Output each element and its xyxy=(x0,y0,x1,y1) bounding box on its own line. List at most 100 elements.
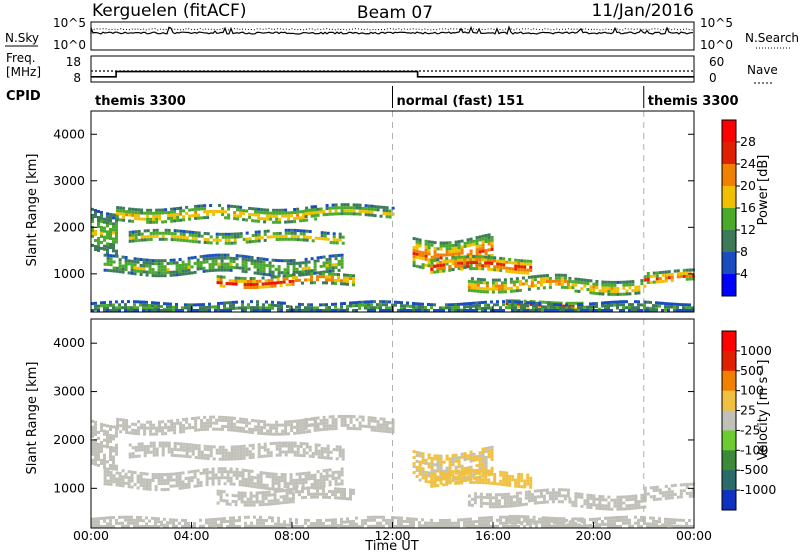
scatter-cell xyxy=(298,302,301,306)
scatter-cell xyxy=(249,283,253,286)
scatter-cell xyxy=(284,208,288,212)
scatter-cell xyxy=(334,496,337,500)
scatter-cell xyxy=(91,458,94,462)
scatter-cell xyxy=(316,522,319,525)
scatter-cell xyxy=(94,423,97,427)
scatter-cell xyxy=(448,244,452,248)
scatter-cell xyxy=(586,279,590,282)
scatter-cell xyxy=(200,422,204,426)
scatter-cell xyxy=(227,232,231,236)
scatter-cell xyxy=(247,306,250,310)
scatter-cell xyxy=(239,214,243,218)
scatter-cell xyxy=(364,424,368,428)
scatter-cell xyxy=(137,211,141,215)
scatter-cell xyxy=(382,300,385,304)
scatter-cell xyxy=(145,522,148,526)
scatter-cell xyxy=(343,212,347,216)
scatter-cell xyxy=(418,478,422,482)
scatter-cell xyxy=(193,261,197,265)
scatter-cell xyxy=(142,481,146,485)
scatter-cell xyxy=(382,524,385,528)
scatter-cell xyxy=(463,309,466,312)
scatter-cell xyxy=(505,306,508,310)
scatter-cell xyxy=(190,256,194,260)
scatter-cell xyxy=(115,225,118,229)
scatter-cell xyxy=(148,525,151,528)
scatter-cell xyxy=(173,442,177,445)
scatter-cell xyxy=(161,444,165,448)
scatter-cell xyxy=(291,500,295,504)
scatter-cell xyxy=(340,256,344,260)
scatter-cell xyxy=(559,525,562,528)
scatter-cell xyxy=(500,493,504,497)
scatter-cell xyxy=(658,520,661,524)
scatter-cell xyxy=(442,525,445,528)
scatter-cell xyxy=(536,280,540,284)
scatter-cell xyxy=(322,478,326,482)
scatter-cell xyxy=(415,468,419,472)
scatter-cell xyxy=(128,213,132,217)
nsky-label: N.Sky xyxy=(5,31,39,45)
scatter-cell xyxy=(454,240,458,244)
scatter-cell xyxy=(277,488,281,491)
scatter-cell xyxy=(91,302,94,306)
scatter-cell xyxy=(307,208,311,212)
scatter-cell xyxy=(643,275,647,279)
scatter-cell xyxy=(548,276,552,280)
scatter-cell xyxy=(503,290,507,294)
scatter-cell xyxy=(391,430,395,434)
scatter-cell xyxy=(355,427,359,431)
scatter-cell xyxy=(532,521,536,525)
scatter-cell xyxy=(532,304,535,308)
scatter-cell xyxy=(203,238,207,241)
scatter-cell xyxy=(94,450,97,454)
scatter-cell xyxy=(262,266,266,270)
scatter-cell xyxy=(196,261,200,265)
scatter-cell xyxy=(308,230,312,233)
scatter-cell xyxy=(508,480,512,484)
scatter-cell xyxy=(319,475,323,479)
scatter-cell xyxy=(376,205,380,209)
scatter-cell xyxy=(655,522,658,526)
scatter-cell xyxy=(316,495,319,499)
scatter-cell xyxy=(619,524,622,528)
scatter-cell xyxy=(106,482,110,486)
scatter-cell xyxy=(271,478,275,482)
scatter-cell xyxy=(172,518,175,522)
scatter-cell xyxy=(310,278,313,282)
scatter-cell xyxy=(261,497,265,501)
scatter-cell xyxy=(418,454,422,458)
scatter-cell xyxy=(262,483,266,487)
scatter-cell xyxy=(232,470,236,474)
scatter-cell xyxy=(679,309,682,312)
scatter-cell xyxy=(199,261,203,265)
scatter-cell xyxy=(643,309,646,312)
scatter-cell xyxy=(634,503,638,507)
scatter-cell xyxy=(146,220,150,224)
scatter-cell xyxy=(319,486,322,490)
scatter-cell xyxy=(254,425,258,429)
scatter-cell xyxy=(661,301,664,305)
scatter-cell xyxy=(286,271,290,275)
scatter-cell xyxy=(523,306,526,310)
scatter-cell xyxy=(649,309,652,312)
scatter-cell xyxy=(226,268,230,272)
scatter-cell xyxy=(340,209,344,213)
scatter-cell xyxy=(304,209,308,212)
scatter-cell xyxy=(511,475,515,479)
scatter-cell xyxy=(149,208,153,212)
scatter-cell xyxy=(262,260,266,264)
scatter-cell xyxy=(376,303,379,307)
scatter-cell xyxy=(322,424,326,428)
scatter-cell xyxy=(430,456,434,460)
scatter-cell xyxy=(143,448,147,452)
scatter-cell xyxy=(182,418,186,422)
scatter-cell xyxy=(241,483,245,487)
scatter-cell xyxy=(221,451,225,455)
scatter-cell xyxy=(553,301,557,305)
scatter-cell xyxy=(313,281,316,285)
scatter-cell xyxy=(574,517,578,521)
scatter-cell xyxy=(493,476,497,479)
scatter-cell xyxy=(508,515,511,519)
power-colorbar-label: Power [dB] xyxy=(756,155,771,226)
